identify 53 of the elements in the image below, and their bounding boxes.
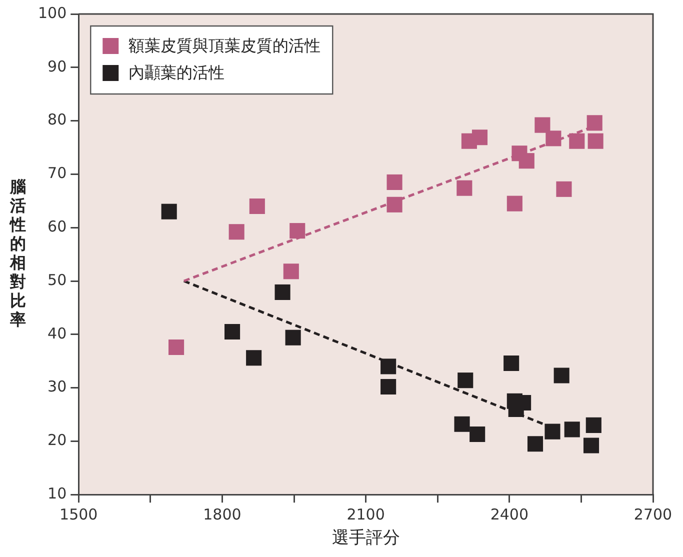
x-tick-label: 2100 (346, 505, 385, 524)
point (569, 133, 585, 149)
point (283, 264, 299, 280)
x-tick-label: 1500 (60, 505, 98, 524)
point (380, 358, 396, 374)
point (472, 130, 488, 146)
y-tick-label: 20 (48, 431, 67, 450)
point (504, 355, 520, 372)
point (161, 204, 177, 220)
point (249, 198, 265, 214)
point (564, 422, 580, 438)
point (246, 350, 262, 366)
legend-label: 內顳葉的活性 (128, 63, 225, 82)
point (386, 174, 402, 190)
y-tick-label: 50 (48, 270, 67, 289)
point (544, 424, 560, 440)
y-tick-label: 100 (38, 4, 67, 22)
point (458, 372, 474, 388)
legend-label: 額葉皮質與頂葉皮質的活性 (128, 36, 321, 56)
y-tick-label: 60 (48, 217, 67, 236)
point (224, 324, 240, 340)
point (588, 133, 604, 149)
y-tick-label: 10 (48, 484, 67, 502)
point (456, 180, 472, 196)
point (168, 339, 184, 355)
point (386, 196, 402, 212)
point (290, 223, 306, 239)
y-tick-label: 90 (48, 57, 67, 76)
y-tick-label: 40 (48, 324, 67, 342)
point (454, 416, 470, 432)
point (518, 153, 534, 169)
y-tick-label: 80 (48, 110, 67, 129)
point (556, 181, 572, 197)
y-tick-label: 30 (48, 378, 67, 396)
point (534, 117, 550, 133)
y-tick-label: 70 (48, 164, 67, 182)
point (274, 284, 290, 300)
point (586, 115, 602, 131)
x-axis-title: 選手評分 (332, 528, 400, 548)
y-axis-title: 腦活性的相對比率 (9, 176, 26, 329)
x-tick-label: 2400 (490, 505, 528, 524)
point (228, 224, 244, 240)
point (554, 368, 570, 384)
x-tick-label: 1800 (203, 505, 242, 524)
x-tick-label: 2700 (634, 505, 672, 524)
point (583, 438, 600, 454)
point (470, 426, 486, 442)
point (586, 417, 602, 433)
point (285, 330, 301, 346)
point (506, 196, 522, 212)
point (380, 378, 396, 395)
point (546, 130, 562, 146)
point (527, 436, 544, 452)
